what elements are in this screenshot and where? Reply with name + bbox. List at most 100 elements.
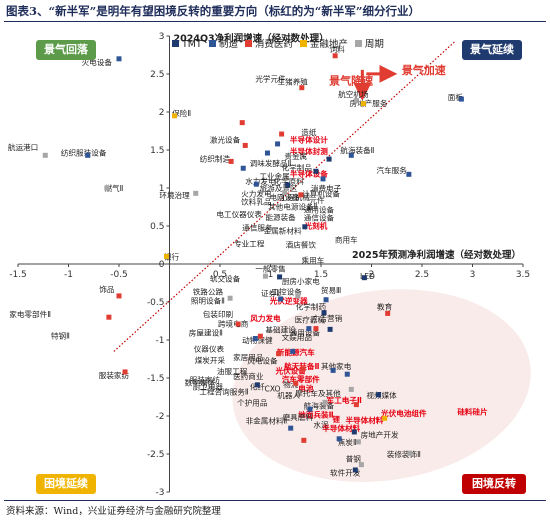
data-point-周期 bbox=[104, 185, 110, 191]
legend-label: 制造 bbox=[218, 39, 238, 50]
data-point-TMT bbox=[277, 274, 283, 280]
data-point-消费医药 bbox=[116, 293, 122, 299]
point-label: 消费电子 bbox=[311, 183, 342, 193]
data-point-周期 bbox=[322, 399, 328, 405]
data-point-周期 bbox=[227, 295, 233, 301]
point-label: 航海装备Ⅱ bbox=[340, 145, 374, 155]
footer-divider bbox=[4, 500, 546, 501]
legend-item-2: 消费医药 bbox=[244, 39, 293, 50]
data-point-制造 bbox=[344, 371, 350, 377]
data-point-金融地产 bbox=[163, 253, 169, 259]
point-label: 照明设备Ⅱ bbox=[191, 296, 225, 306]
point-label: 装修装饰Ⅱ bbox=[387, 449, 421, 459]
data-point-消费医药 bbox=[235, 321, 241, 327]
point-label: 激光设备 bbox=[210, 134, 241, 144]
legend-label: TMT bbox=[182, 39, 202, 50]
y-tick-label: 0.5 bbox=[150, 222, 164, 232]
legend-label: 周期 bbox=[364, 39, 384, 50]
data-point-消费医药 bbox=[239, 120, 245, 126]
data-point-周期 bbox=[295, 293, 301, 299]
point-label: 纺织服装设备 bbox=[61, 147, 107, 157]
data-point-制造 bbox=[240, 165, 246, 171]
legend-label: 消费医药 bbox=[254, 39, 293, 50]
data-point-消费医药 bbox=[332, 53, 338, 59]
y-tick-label: 3 bbox=[159, 32, 165, 42]
point-label: 工业金属 bbox=[259, 171, 289, 181]
point-label: 饲料 bbox=[330, 44, 346, 54]
point-label: 厨房小家电 bbox=[282, 276, 320, 286]
data-point-消费医药 bbox=[242, 142, 248, 148]
data-point-TMT bbox=[361, 275, 367, 281]
data-point-制造 bbox=[336, 436, 342, 442]
point-label: 元件 bbox=[309, 195, 325, 205]
y-tick-label: 1 bbox=[159, 184, 165, 194]
data-point-消费医药 bbox=[228, 158, 234, 164]
point-label: 铁路公路 bbox=[193, 286, 224, 296]
legend-swatch bbox=[208, 40, 216, 47]
data-point-制造 bbox=[330, 367, 336, 373]
point-label: 贵金属 bbox=[284, 151, 307, 161]
y-tick-label: 2.5 bbox=[150, 70, 164, 80]
data-point-周期 bbox=[282, 190, 288, 196]
point-label: 医药商业 bbox=[233, 371, 264, 381]
point-label: 旅游及景区 bbox=[260, 183, 298, 193]
point-label: 化学原料 bbox=[273, 176, 304, 186]
y-tick-label: 1.5 bbox=[150, 146, 164, 156]
data-point-消费医药 bbox=[257, 333, 263, 339]
data-point-TMT bbox=[302, 224, 308, 230]
point-label: 其他电源设备Ⅱ bbox=[268, 201, 317, 211]
point-label: 水泥 bbox=[313, 419, 329, 429]
point-label: 环境治理 bbox=[159, 190, 190, 200]
point-label: 酒店餐饮 bbox=[286, 239, 317, 249]
x-tick-label: -1 bbox=[64, 270, 73, 280]
point-label: 火电设备 bbox=[82, 57, 113, 67]
data-point-TMT bbox=[326, 156, 332, 162]
point-label: 非金属材料Ⅱ bbox=[246, 416, 288, 426]
point-label: 化学制品 bbox=[282, 163, 313, 173]
point-label: 文娱用品 bbox=[282, 332, 313, 342]
legend-swatch bbox=[299, 40, 307, 47]
data-point-制造 bbox=[288, 425, 294, 431]
data-point-制造 bbox=[252, 335, 258, 341]
y-tick-label: 0 bbox=[159, 260, 165, 270]
source-note: 资料来源：Wind，兴业证券经济与金融研究院整理 bbox=[6, 506, 221, 517]
point-label: 服装家纺 bbox=[190, 375, 221, 385]
point-label: 焦炭Ⅱ bbox=[338, 437, 357, 447]
data-point-制造 bbox=[253, 181, 259, 187]
point-label: 通用设备 bbox=[304, 204, 335, 214]
point-label: 通用设备 bbox=[290, 327, 321, 337]
point-label: 军工电子Ⅱ bbox=[327, 395, 362, 405]
data-point-TMT bbox=[327, 326, 333, 332]
point-label: 锂 bbox=[332, 414, 340, 424]
data-point-周期 bbox=[262, 273, 268, 279]
y-tick-label: -2 bbox=[156, 412, 165, 422]
point-label: 服装家纺 bbox=[99, 370, 130, 380]
point-label: 水力发电 bbox=[245, 176, 276, 186]
data-point-周期 bbox=[355, 439, 361, 445]
data-point-制造 bbox=[275, 141, 281, 147]
point-label: 数字媒体 bbox=[185, 378, 216, 388]
point-label: 物流 bbox=[283, 379, 299, 389]
point-label: 航天装备Ⅱ bbox=[284, 361, 319, 371]
data-point-金融地产 bbox=[172, 113, 178, 119]
point-label: 油服工程 bbox=[217, 366, 248, 376]
x-tick-label: -1.5 bbox=[9, 270, 27, 280]
data-point-金融地产 bbox=[382, 415, 388, 421]
legend: TMT 制造 消费医药 金融地产 周期 bbox=[172, 36, 391, 50]
point-label: 基础建设 bbox=[265, 324, 296, 334]
data-point-消费医药 bbox=[301, 437, 307, 443]
data-point-消费医药 bbox=[353, 402, 359, 408]
point-label: 通信服务 bbox=[242, 223, 273, 233]
data-point-周期 bbox=[348, 386, 354, 392]
y-tick-label: -0.5 bbox=[147, 298, 165, 308]
y-tick-label: 2 bbox=[159, 108, 165, 118]
point-label: 贸易Ⅲ bbox=[321, 285, 341, 295]
point-label: 硅料硅片 bbox=[457, 406, 488, 416]
legend-swatch bbox=[172, 40, 179, 47]
legend-item-0: TMT bbox=[172, 39, 202, 50]
point-label: 广告营销 bbox=[312, 313, 343, 323]
point-label: 一般零售 bbox=[255, 264, 285, 274]
y-tick-label: -1.5 bbox=[147, 374, 165, 384]
point-label: 商用车 bbox=[335, 235, 358, 245]
point-label: 教育 bbox=[377, 302, 393, 312]
